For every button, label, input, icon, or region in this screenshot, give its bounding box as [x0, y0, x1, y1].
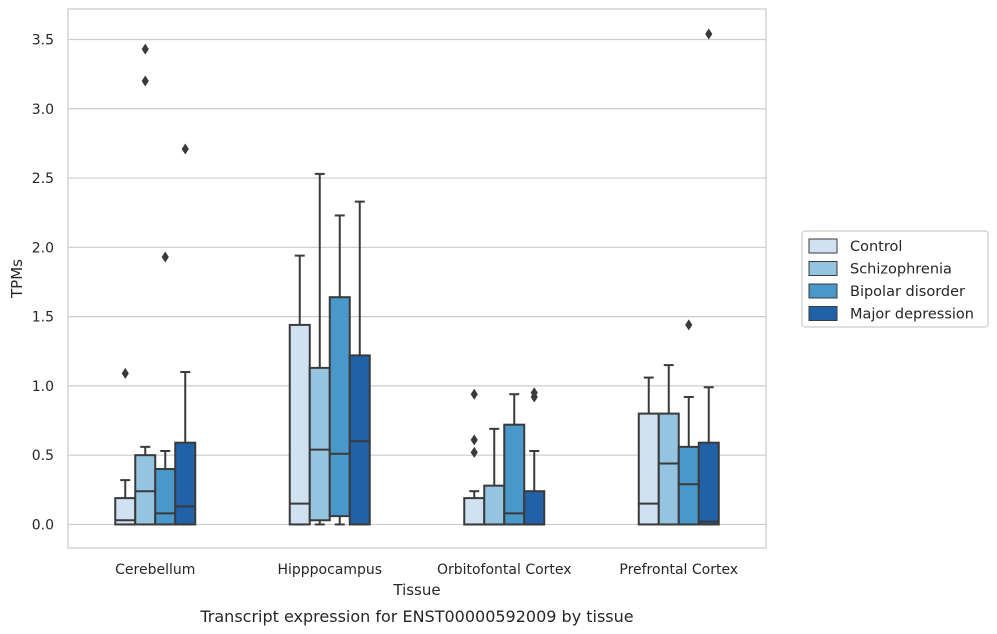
legend: Control Schizophrenia Bipolar disorder Majo…	[801, 230, 989, 328]
y-tick-label: 1.5	[32, 310, 54, 326]
outlier-point	[530, 387, 538, 399]
legend-swatch	[808, 238, 838, 254]
figure-caption: Transcript expression for ENST0000059200…	[199, 607, 633, 626]
outlier-point	[470, 434, 478, 446]
box-schizophrenia	[657, 364, 680, 526]
outlier-point	[470, 388, 478, 400]
x-tick-label: Cerebellum	[115, 562, 195, 578]
box-plot-area	[114, 28, 720, 526]
box-control	[288, 254, 311, 526]
legend-swatch	[808, 283, 838, 299]
outlier-point	[161, 251, 169, 263]
box-control	[463, 388, 486, 526]
y-tick-label: 3.0	[32, 102, 54, 118]
legend-frame	[801, 230, 989, 328]
box-iqr	[463, 497, 486, 526]
outlier-point	[705, 28, 713, 40]
legend-entry: Schizophrenia	[850, 262, 952, 278]
box-bipolar-disorder	[503, 393, 526, 526]
outlier-point	[141, 75, 149, 87]
outlier-point	[121, 367, 129, 379]
outlier-point	[181, 143, 189, 155]
box-iqr	[308, 366, 331, 522]
y-tick-label: 2.0	[32, 240, 54, 256]
box-iqr	[134, 454, 157, 526]
box-major-depression	[697, 28, 720, 526]
x-tick-label: Hipppocampus	[277, 562, 382, 578]
outlier-point	[685, 319, 693, 331]
x-axis-ticks: Cerebellum Hipppocampus Orbitofontal Corte…	[115, 562, 738, 578]
box-control	[637, 376, 660, 526]
y-axis-ticks: 0.0 0.5 1.0 1.5 2.0 2.5 3.0 3.5	[32, 32, 54, 533]
legend-entry: Major depression	[850, 307, 974, 323]
x-tick-label: Orbitofontal Cortex	[437, 562, 572, 578]
legend-swatch	[808, 306, 838, 321]
box-iqr	[503, 423, 526, 526]
y-tick-label: 0.5	[32, 448, 54, 464]
legend-entry: Control	[850, 239, 902, 255]
box-major-depression	[523, 387, 546, 526]
box-iqr	[697, 441, 720, 526]
box-schizophrenia	[483, 427, 506, 526]
x-tick-label: Prefrontal Cortex	[619, 562, 738, 578]
box-iqr	[483, 484, 506, 526]
box-iqr	[348, 354, 371, 526]
y-tick-label: 3.5	[32, 32, 54, 48]
box-iqr	[328, 296, 351, 518]
box-bipolar-disorder	[677, 319, 700, 526]
outlier-point	[141, 43, 149, 55]
box-major-depression	[174, 143, 197, 526]
box-bipolar-disorder	[154, 251, 177, 526]
box-iqr	[637, 412, 660, 526]
box-iqr	[154, 468, 177, 526]
outlier-point	[470, 446, 478, 458]
box-iqr	[523, 490, 546, 526]
box-major-depression	[348, 200, 371, 526]
legend-swatch	[808, 261, 838, 276]
box-schizophrenia	[134, 43, 157, 526]
box-schizophrenia	[308, 172, 331, 526]
box-iqr	[677, 445, 700, 526]
box-control	[114, 367, 137, 526]
y-tick-label: 0.0	[32, 517, 54, 533]
box-iqr	[657, 412, 680, 526]
x-axis-label: Tissue	[392, 581, 440, 599]
y-axis-label: TPMs	[8, 259, 26, 299]
box-iqr	[174, 441, 197, 526]
y-tick-label: 1.0	[32, 379, 54, 395]
box-iqr	[288, 323, 311, 526]
legend-entry: Bipolar disorder	[850, 284, 965, 300]
y-tick-label: 2.5	[32, 171, 54, 187]
plot-frame	[67, 8, 767, 549]
box-bipolar-disorder	[328, 214, 351, 526]
